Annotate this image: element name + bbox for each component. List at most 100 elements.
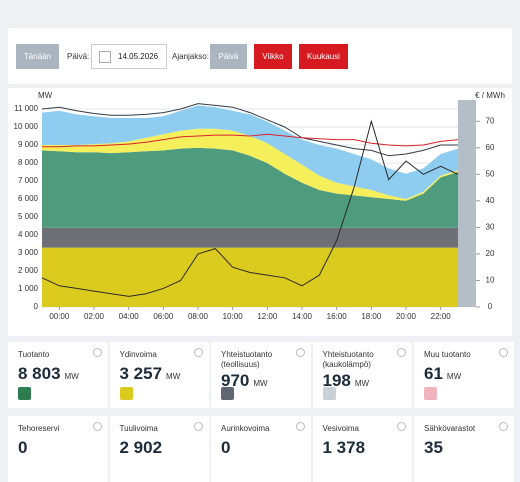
info-icon[interactable]: [92, 422, 102, 431]
info-icon[interactable]: [498, 422, 508, 431]
x-tick-label: 08:00: [188, 312, 209, 321]
y-tick-label: 4 000: [18, 230, 39, 239]
card-value: 970: [221, 371, 250, 390]
period-button[interactable]: Päivä: [210, 44, 247, 69]
date-input[interactable]: 14.05.2026: [91, 44, 167, 69]
card-label: Ydinvoima: [119, 350, 157, 359]
y-tick-label: 1 000: [18, 284, 39, 293]
info-icon[interactable]: [498, 348, 508, 357]
chart-panel: MW € / MWh 0 1 000 2 000 3 000 4 000 5 000 6 0…: [8, 88, 512, 336]
y2-tick-label: 20: [486, 249, 495, 258]
info-icon[interactable]: [194, 422, 203, 431]
y-tick-label: 10 000: [14, 122, 39, 131]
card-value-row: 198 MW: [323, 371, 413, 391]
card-value-row: 0: [221, 438, 311, 458]
card-value-row: 61 MW: [424, 364, 514, 384]
y2-tick-label: 40: [486, 196, 495, 205]
area: [42, 147, 458, 228]
card-value: 0: [18, 438, 28, 457]
card-unit: MW: [446, 372, 462, 381]
info-icon[interactable]: [397, 422, 406, 431]
stat-card: Tuotanto 8 803 MW: [8, 342, 108, 408]
stat-card: Yhteistuotanto (kaukolämpö) 198 MW: [312, 342, 413, 408]
x-tick-label: 00:00: [49, 312, 70, 321]
forecast-panel: [458, 100, 476, 307]
y2-tick-label: 50: [486, 169, 495, 178]
line: [41, 119, 459, 297]
card-value: 3 257: [119, 364, 163, 383]
stat-card: Sähkövarastot 35: [414, 416, 514, 482]
card-icon[interactable]: [424, 387, 437, 400]
card-icon[interactable]: [221, 387, 234, 400]
card-label: Aurinkovoima: [221, 424, 270, 433]
card-value-row: 8 803 MW: [18, 364, 108, 384]
x-tick-label: 18:00: [361, 312, 382, 321]
y-tick-label: 7 000: [18, 176, 39, 185]
y2-axis-label: € / MWh: [475, 91, 505, 100]
card-unit: MW: [253, 379, 268, 388]
card-label: Tehoreservi: [18, 424, 60, 433]
card-value: 61: [424, 364, 443, 383]
card-label: Yhteistuotanto (teollisuus): [221, 350, 273, 369]
date-label: Päivä:: [67, 52, 90, 61]
info-icon[interactable]: [295, 422, 305, 431]
card-value: 2 902: [119, 438, 163, 457]
card-unit: MW: [64, 372, 79, 381]
y2-tick-label: 30: [486, 222, 495, 231]
card-value-row: 2 902: [120, 438, 210, 458]
card-icon[interactable]: [18, 387, 31, 400]
card-unit: MW: [166, 372, 181, 381]
page: Sähköjärjestelmä html,body{margin:0;padd…: [8, 28, 514, 482]
x-tick-label: 22:00: [431, 312, 452, 321]
area: [42, 128, 458, 201]
card-value-row: 970 MW: [221, 371, 311, 391]
card-value-row: 1 378: [323, 438, 413, 458]
card-value-row: 35: [424, 438, 514, 458]
stat-card: Yhteistuotanto (teollisuus) 970 MW: [211, 342, 311, 408]
card-unit: MW: [354, 379, 370, 388]
card-icon[interactable]: [322, 387, 336, 400]
info-icon[interactable]: [295, 348, 305, 357]
area: [42, 105, 458, 199]
screen: {"controls":{"today":"Tänään","date_labe…: [8, 28, 514, 482]
y-tick-label: 0: [34, 302, 39, 311]
chart: MW € / MWh 0 1 000 2 000 3 000 4 000 5 000 6 0…: [14, 91, 505, 321]
period-button[interactable]: Kuukausi: [299, 44, 348, 69]
today-button[interactable]: Tänään: [16, 44, 59, 69]
y-tick-label: 11 000: [14, 104, 38, 113]
stat-card: Ydinvoima 3 257 MW: [109, 342, 210, 408]
info-icon[interactable]: [397, 348, 406, 357]
x-tick-label: 12:00: [257, 312, 278, 321]
stat-card: Tuulivoima 2 902: [109, 416, 210, 482]
info-icon[interactable]: [194, 348, 203, 357]
y2-tick-label: 0: [488, 302, 493, 311]
toolbar: Tänään Päivä: 14.05.2026 Ajanjakso: Päiv…: [8, 28, 512, 84]
card-icon[interactable]: [119, 387, 133, 400]
card-value-row: 0: [18, 438, 108, 458]
card-value-row: 3 257 MW: [120, 364, 210, 384]
y-tick-label: 2 000: [18, 266, 39, 275]
card-label: Sähkövarastot: [424, 424, 476, 433]
date-value: 14.05.2026: [118, 52, 159, 61]
area: [42, 247, 458, 307]
period-button[interactable]: Viikko: [254, 44, 292, 69]
info-icon[interactable]: [92, 348, 102, 357]
stat-card: Aurinkovoima 0: [211, 416, 311, 482]
period-label: Ajanjakso:: [172, 52, 209, 61]
y-tick-label: 5 000: [18, 212, 39, 221]
card-value: 1 378: [322, 438, 366, 457]
y-tick-label: 9 000: [18, 140, 39, 149]
stat-card: Muu tuotanto 61 MW: [414, 342, 514, 408]
card-label: Tuulivoima: [119, 424, 158, 433]
x-tick-label: 06:00: [153, 312, 174, 321]
cards: Tuotanto 8 803 MW Ydinvoima 3 257 MW Yhteistuo…: [8, 342, 518, 482]
x-tick-label: 20:00: [396, 312, 417, 321]
y2-tick-label: 70: [486, 116, 495, 125]
card-value: 198: [322, 371, 351, 390]
stat-card: Tehoreservi 0: [8, 416, 108, 482]
card-label: Yhteistuotanto (kaukolämpö): [322, 350, 374, 369]
card-label: Muu tuotanto: [424, 350, 471, 359]
card-label: Vesivoima: [322, 424, 359, 433]
x-tick-label: 14:00: [292, 312, 313, 321]
calendar-icon: [99, 51, 111, 63]
